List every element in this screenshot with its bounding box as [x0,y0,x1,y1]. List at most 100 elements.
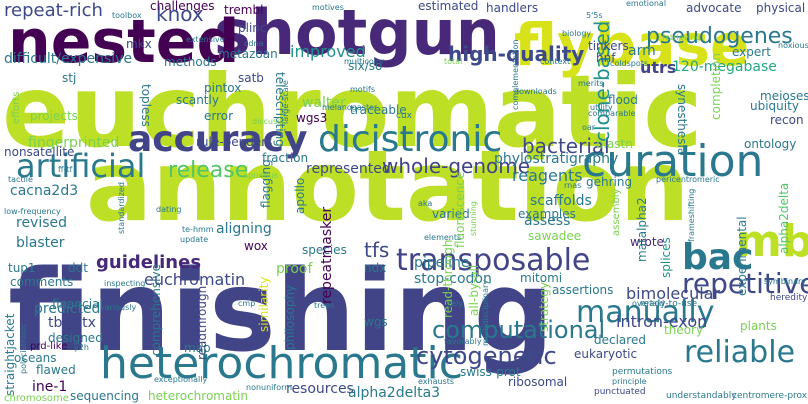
word-blastn: blastn [596,137,633,151]
word-scantly: scantly [176,93,219,107]
word-topless: topless [139,84,153,127]
word-mb: mb [736,216,808,267]
word-dating: dating [156,205,182,214]
word-cdna: cdna [244,39,264,48]
word-heterochromatin: heterochromatin [148,389,248,403]
word-downloads: downloads [514,87,557,96]
word-rely: rely [448,299,463,308]
word-standardized: standardized [117,182,126,234]
word-repeat-rich: repeat-rich [4,0,103,21]
word-euchromatin: euchromatin [144,270,246,289]
word-pintox: pintox [204,81,242,95]
word-meioses: meioses [760,89,808,103]
word-tfs: tfs [364,238,390,262]
word-overlaid: overlaid [632,299,665,308]
word-prd-like: prd-like [30,341,68,352]
word-computational: computational [432,316,606,344]
word-favorably: favorably [444,337,482,346]
word-reliable: reliable [684,335,796,370]
word-heredity: heredity [770,293,808,303]
word-recon: recon [770,113,804,127]
word-six-so: six/so [348,59,383,73]
word-ine-1: ine-1 [32,379,68,395]
word-straightjacket: straightjacket [3,313,17,396]
word-wox: wox [244,239,268,253]
word-physical: physical [756,1,806,15]
word-revised: revised [16,215,68,231]
word-handlers: handlers [486,1,539,15]
word-manually: manually [576,295,715,330]
word-tactile: tactile [8,175,33,184]
word-release: release [168,158,249,183]
word-advocate: advocate [686,1,742,15]
word-philosophy: philosophy [283,284,297,350]
word-satb: satb [238,71,264,85]
word-toolbox: toolbox [112,11,142,20]
word-annotation: annotation [86,130,690,244]
word-ndx: ndx [364,261,387,275]
word-complementation: complementation [511,39,520,110]
word-context: context [540,57,571,66]
word-biology: biology [562,29,592,38]
word-motives: motives [312,3,344,12]
word-5s: 5'5s [586,11,603,20]
word-declared: declared [594,333,646,347]
word-designed: designed [48,331,103,345]
word-similarity: similarity [257,276,271,332]
word-flawed: flawed [36,363,76,377]
word-whole-genome: whole-genome [382,154,531,178]
word-120-megabase: 120-megabase [672,59,777,75]
word-rnas: rnas [564,181,582,190]
word-multicolor: multicolor [344,57,385,66]
word-polycistronic: polycistronic [19,323,28,374]
word-synesthesia: synesthesia [675,84,689,156]
word-walter: walter [302,95,346,111]
word-punctuated: punctuated [594,387,646,397]
word-total: total [444,57,463,66]
word-completion: completion [709,53,723,120]
word-comprehensive: comprehensive [149,264,163,356]
word-splices: splices [659,237,673,278]
word-update: update [180,235,209,244]
word-tinkers: tinkers [588,39,629,53]
word-nonsatellite: nonsatellite [4,145,75,159]
word-rule-benders: rule-benders [196,135,273,149]
word-flagging: flagging [259,159,273,208]
word-extensive: extensive [186,35,225,44]
word-plinc: plinc [238,21,267,35]
word-readthrough: readthrough [195,285,209,360]
word-stj: stj [62,71,77,85]
word-finishing: finishing [8,247,554,377]
word-assertions: assertions [552,283,614,297]
word-ribosomal: ribosomal [508,375,568,389]
word-wgs3: wgs3 [296,111,328,125]
word-aka: aka [418,199,433,208]
word-estimated: estimated [418,0,479,13]
word-mitomi: mitomi [520,271,563,285]
word-all-by-all: all-by-all [467,264,481,316]
word-oar: oar [582,123,596,132]
word-multidisciplinary: multidisciplinary [481,279,490,346]
word-tup1: tup1 [8,261,36,275]
word-shotgun: shotgun [214,0,500,69]
word-flybase: flybase [514,11,750,79]
word-stunning: stunning [469,201,478,236]
word-bac: bac [682,237,754,278]
word-tblastx: tblastx [48,315,96,331]
word-bimolecular: bimolecular [626,284,721,303]
word-heterochromatic: heterochromatic [100,338,463,389]
word-principle: principle [612,377,647,386]
word-wgs: wgs [364,315,388,329]
word-curation: curation [582,136,764,187]
word-merits: merits [578,79,604,88]
word-ubiquity: ubiquity [750,99,799,113]
word-matalpha2: matalpha2 [635,197,649,262]
word-utrs: utrs [640,58,677,77]
word-emotional: emotional [626,0,667,8]
word-cytogenetic: cytogenetic [416,342,557,370]
word-traceable: traceable [350,103,407,117]
word-improved: improved [290,42,366,61]
word-cacna2d3: cacna2d3 [10,183,79,199]
word-sawadee: sawadee [528,229,582,243]
